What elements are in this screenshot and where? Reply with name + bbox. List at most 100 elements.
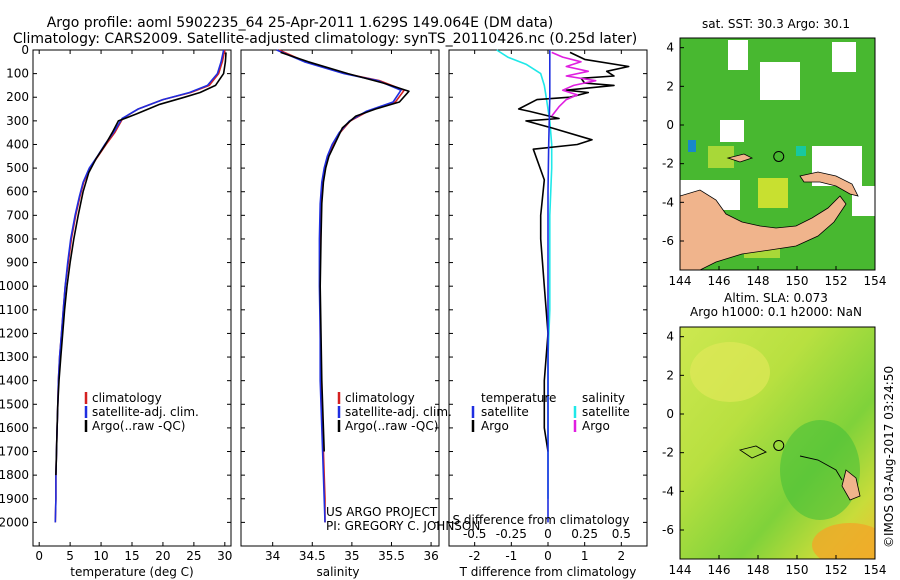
sla-anomaly-patch bbox=[690, 342, 770, 402]
x-tick-label: 20 bbox=[155, 549, 170, 563]
sst-cloud-gap bbox=[832, 42, 856, 72]
figure-title-line1: Argo profile: aoml 5902235_64 25-Apr-201… bbox=[47, 15, 554, 31]
sla-land-png bbox=[841, 469, 861, 501]
salinity-panel-frame bbox=[240, 49, 440, 547]
sst-land-png bbox=[680, 189, 847, 270]
series-line-argo-raw-qc bbox=[280, 51, 410, 452]
map-y-tick-label: -4 bbox=[662, 195, 674, 209]
difference-axes: -2 -1 0 1 2 -0.5 -0.25 0 0.25 0.5 bbox=[449, 49, 647, 563]
y-tick-label: 0 bbox=[21, 43, 29, 57]
y-tick-label: 600 bbox=[6, 185, 29, 199]
sst-warm-patch bbox=[708, 146, 734, 168]
sst-warm-patch bbox=[758, 178, 788, 208]
y-tick-label: 800 bbox=[6, 232, 29, 246]
map-x-tick-label: 152 bbox=[825, 274, 848, 288]
x-tick-label: -1 bbox=[505, 549, 517, 563]
map-y-tick-label: 2 bbox=[666, 368, 674, 382]
sst-cool-patch bbox=[796, 146, 806, 156]
y-tick-label: 2000 bbox=[0, 515, 29, 529]
salinity-legend: climatology satellite-adj. clim. Argo(..… bbox=[337, 391, 452, 433]
map-y-tick-label: -2 bbox=[662, 157, 674, 171]
temperature-axes: 0100200300400500600700800900100011001200… bbox=[0, 43, 232, 563]
x-tick-label: -2 bbox=[469, 549, 481, 563]
legend-label-satellite: satellite-adj. clim. bbox=[345, 405, 452, 419]
x-tick-label: 1 bbox=[581, 549, 589, 563]
sla-map-axes: 144 146 148 150 152 154 4 2 0 -2 -4 -6 bbox=[662, 330, 886, 577]
sla-map-frame bbox=[679, 326, 876, 560]
series-line-s-satellite bbox=[547, 50, 551, 523]
timestamp: ©IMOS 03-Aug-2017 03:24:50 bbox=[882, 366, 896, 548]
series-line-s-argo bbox=[551, 51, 597, 117]
x-tick-label: 34 bbox=[265, 549, 280, 563]
y-tick-label: 900 bbox=[6, 256, 29, 270]
series-line-climatology bbox=[54, 49, 226, 523]
map-y-tick-label: 0 bbox=[666, 407, 674, 421]
x-tick-label-top: -0.5 bbox=[463, 527, 486, 541]
map-x-tick-label: 144 bbox=[669, 274, 692, 288]
sst-cloud-gap bbox=[852, 186, 875, 216]
x-tick-label: 15 bbox=[124, 549, 139, 563]
legend-label-t-argo: Argo bbox=[481, 419, 509, 433]
y-tick-label: 200 bbox=[6, 90, 29, 104]
y-tick-label: 400 bbox=[6, 137, 29, 151]
y-tick-label: 1200 bbox=[0, 326, 29, 340]
sst-map-axes: 144 146 148 150 152 154 4 2 0 -2 -4 -6 bbox=[662, 41, 886, 288]
series-line-satellite-adj-clim bbox=[276, 49, 402, 523]
sst-map-frame bbox=[679, 37, 876, 271]
sla-argo-position-marker bbox=[773, 439, 785, 451]
sst-cloud-gap bbox=[728, 40, 748, 70]
x-tick-label-top: 0 bbox=[544, 527, 552, 541]
temperature-series bbox=[54, 49, 227, 523]
map-x-tick-label: 150 bbox=[786, 274, 809, 288]
legend-label-t-satellite: satellite bbox=[481, 405, 529, 419]
credit-project: US ARGO PROJECT bbox=[326, 505, 438, 519]
map-x-tick-label: 154 bbox=[864, 274, 887, 288]
map-x-tick-label: 146 bbox=[708, 274, 731, 288]
sst-argo-position-marker bbox=[773, 150, 785, 162]
sst-cloud-gap bbox=[760, 62, 800, 100]
map-y-tick-label: 4 bbox=[666, 330, 674, 344]
sst-land-new-britain bbox=[799, 171, 859, 197]
legend-heading-temperature: temperature bbox=[481, 391, 556, 405]
salinity-axes: 34 34.5 35 35.5 36 bbox=[241, 49, 439, 563]
map-y-tick-label: -4 bbox=[662, 484, 674, 498]
legend-heading-salinity: salinity bbox=[582, 391, 625, 405]
difference-legend: temperature salinity satellite Argo sate… bbox=[471, 391, 630, 433]
y-tick-label: 300 bbox=[6, 114, 29, 128]
series-line-climatology bbox=[278, 49, 406, 523]
x-tick-label: 2 bbox=[618, 549, 626, 563]
map-y-tick-label: 2 bbox=[666, 79, 674, 93]
y-tick-label: 1400 bbox=[0, 374, 29, 388]
sla-map bbox=[680, 327, 875, 559]
sst-map-title: sat. SST: 30.3 Argo: 30.1 bbox=[702, 17, 850, 31]
legend-label-satellite: satellite-adj. clim. bbox=[92, 405, 199, 419]
salinity-xlabel: salinity bbox=[316, 565, 359, 579]
legend-label-s-argo: Argo bbox=[582, 419, 610, 433]
sst-cloud-gap bbox=[720, 120, 744, 142]
temperature-xlabel: temperature (deg C) bbox=[70, 565, 193, 579]
x-tick-label: 10 bbox=[93, 549, 108, 563]
y-tick-label: 1100 bbox=[0, 303, 29, 317]
temperature-panel-frame bbox=[32, 49, 232, 547]
sst-cool-patch bbox=[688, 140, 696, 152]
legend-label-climatology: climatology bbox=[345, 391, 415, 405]
x-tick-label-top: -0.25 bbox=[496, 527, 527, 541]
series-line-satellite-adj-clim bbox=[54, 49, 225, 523]
y-tick-label: 1700 bbox=[0, 445, 29, 459]
y-tick-label: 1300 bbox=[0, 350, 29, 364]
difference-xlabel: T difference from climatology bbox=[459, 565, 637, 579]
legend-label-s-satellite: satellite bbox=[582, 405, 630, 419]
map-y-tick-label: -6 bbox=[662, 523, 674, 537]
map-y-tick-label: 4 bbox=[666, 41, 674, 55]
x-tick-label: 5 bbox=[66, 549, 74, 563]
x-tick-label: 34.5 bbox=[299, 549, 326, 563]
legend-label-argo: Argo(..raw -QC) bbox=[345, 419, 438, 433]
map-x-tick-label: 148 bbox=[747, 274, 770, 288]
x-tick-label: 35.5 bbox=[378, 549, 405, 563]
salinity-series bbox=[276, 49, 410, 523]
y-tick-label: 100 bbox=[6, 67, 29, 81]
y-tick-label: 1500 bbox=[0, 397, 29, 411]
map-y-tick-label: 0 bbox=[666, 118, 674, 132]
series-line-argo-raw-qc bbox=[55, 52, 227, 476]
